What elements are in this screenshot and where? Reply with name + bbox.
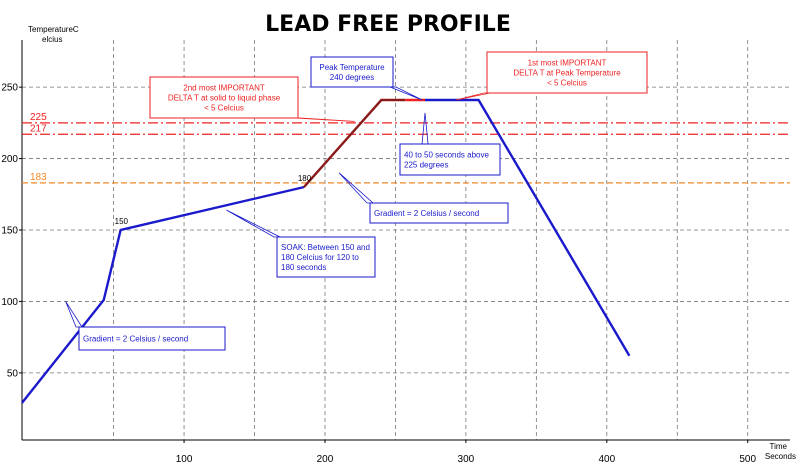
y-tick-label: 50 xyxy=(7,368,19,379)
reference-line-label: 217 xyxy=(30,123,47,134)
annotation-text: 1st most IMPORTANT xyxy=(528,59,607,68)
annotation-box xyxy=(310,56,394,88)
y-tick-label: 100 xyxy=(1,297,18,308)
annotation-text: 40 to 50 seconds above xyxy=(404,151,490,160)
chart-title: LEAD FREE PROFILE xyxy=(265,12,511,37)
annotation-text: 180 seconds xyxy=(281,263,326,272)
y-tick-label: 200 xyxy=(1,154,18,165)
x-tick-label: 300 xyxy=(458,454,475,465)
annotation-text: DELTA T at Peak Temperature xyxy=(513,69,621,78)
annotation-text: Peak Temperature xyxy=(319,63,385,72)
annotation-pointer xyxy=(226,209,281,238)
x-tick-label: 100 xyxy=(176,454,193,465)
x-tick-label: 200 xyxy=(317,454,334,465)
annotation-callout: Gradient = 2 Celsius / second xyxy=(65,301,226,351)
annotation-pointer xyxy=(65,301,83,328)
annotation-text: DELTA T at solid to liquid phase xyxy=(168,94,281,103)
y-tick-label: 250 xyxy=(1,83,18,94)
x-axis-label: Seconds xyxy=(765,452,796,461)
profile-line-segment xyxy=(302,98,406,188)
annotation-box xyxy=(399,143,501,176)
annotation-box xyxy=(78,326,226,351)
x-axis-label: Time xyxy=(770,442,788,451)
annotation-text: Gradient = 2 Celsius / second xyxy=(374,209,479,218)
reference-line-label: 225 xyxy=(30,112,47,123)
profile-line-segment xyxy=(21,185,305,404)
annotation-box xyxy=(369,202,509,224)
x-tick-label: 500 xyxy=(739,454,756,465)
annotation-callout: Gradient = 2 Celsius / second xyxy=(338,172,509,224)
x-tick-label: 400 xyxy=(598,454,615,465)
annotation-box xyxy=(486,51,648,94)
reference-line-label: 183 xyxy=(30,172,47,183)
y-axis-label: TemperatureC xyxy=(28,25,79,34)
annotation-text: 180 Celcius for 120 to xyxy=(281,253,359,262)
y-axis-label: elcius xyxy=(42,35,62,44)
annotation-box xyxy=(149,76,299,119)
y-tick-label: 150 xyxy=(1,226,18,237)
point-label: 150 xyxy=(115,217,129,226)
annotation-pointer xyxy=(338,172,375,204)
annotation-pointer xyxy=(389,86,423,101)
annotation-text: SOAK: Between 150 and xyxy=(281,243,370,252)
annotation-text: < 5 Celcius xyxy=(204,104,244,113)
annotation-text: 225 degrees xyxy=(404,161,448,170)
profile-line-segment xyxy=(425,98,631,357)
annotation-pointer xyxy=(421,112,429,145)
annotation-text: < 5 Celcius xyxy=(547,79,587,88)
annotation-text: Gradient = 2 Celsius / second xyxy=(83,335,188,344)
annotation-box xyxy=(276,236,376,278)
annotation-text: 240 degrees xyxy=(330,73,374,82)
point-label: 180 xyxy=(298,174,312,183)
annotation-text: 2nd most IMPORTANT xyxy=(183,84,265,93)
